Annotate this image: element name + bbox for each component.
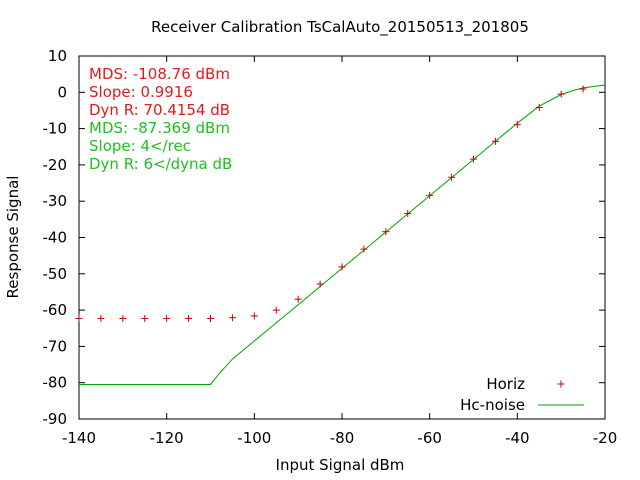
x-tick-label: -80 <box>330 429 355 447</box>
y-tick-label: 0 <box>57 83 67 101</box>
y-axis-label: Response Signal <box>4 176 22 299</box>
data-point-horiz <box>207 314 214 322</box>
data-point-horiz <box>579 85 587 93</box>
data-point-horiz <box>426 191 434 199</box>
chart-title: Receiver Calibration TsCalAuto_20150513_… <box>151 18 529 37</box>
data-point-horiz <box>75 314 83 322</box>
legend: Horiz Hc-noise <box>460 375 584 414</box>
legend-label-hc-noise: Hc-noise <box>460 396 525 414</box>
series-layer <box>75 84 606 385</box>
data-point-horiz <box>513 121 521 129</box>
x-tick-label: -40 <box>505 429 530 447</box>
y-tick-label: -70 <box>43 337 68 355</box>
x-tick-label: -120 <box>150 429 184 447</box>
data-point-horiz <box>535 104 543 112</box>
y-tick-label: -80 <box>43 374 68 392</box>
y-tick-label: -60 <box>43 301 68 319</box>
data-point-horiz <box>470 155 477 163</box>
x-axis-label: Input Signal dBm <box>276 456 405 474</box>
y-tick-label: -10 <box>43 120 68 138</box>
y-tick-label: -30 <box>43 192 68 210</box>
data-point-horiz <box>448 173 456 181</box>
x-tick-label: -100 <box>237 429 271 447</box>
data-point-horiz <box>141 314 149 322</box>
data-point-horiz <box>163 314 171 322</box>
series-line-hc-noise <box>79 84 606 385</box>
data-point-horiz <box>316 280 324 288</box>
data-point-horiz <box>404 210 412 218</box>
data-point-horiz <box>250 312 258 320</box>
data-point-horiz <box>294 295 302 303</box>
data-point-horiz <box>272 306 280 314</box>
data-point-horiz <box>97 314 105 322</box>
y-tick-label: -90 <box>43 410 68 428</box>
legend-label-horiz: Horiz <box>486 375 525 393</box>
data-point-horiz <box>382 228 390 236</box>
data-point-horiz <box>228 314 236 322</box>
data-point-horiz <box>360 245 368 253</box>
y-tick-label: 10 <box>48 47 67 65</box>
data-point-horiz <box>119 314 127 322</box>
annotation-text: Slope: 0.9916 <box>89 83 193 101</box>
x-tick-label: -20 <box>593 429 618 447</box>
legend-marker-horiz <box>557 380 565 388</box>
data-point-horiz <box>338 263 346 271</box>
data-point-horiz <box>185 314 193 322</box>
x-tick-label: -140 <box>62 429 96 447</box>
annotation-text: Dyn R: 70.4154 dB <box>89 101 230 119</box>
axis-ticks: -140 -120 -100 -80 -60 -40 -20 10 0 -10 -20 -30 -40 -… <box>43 47 618 447</box>
data-point-horiz <box>491 137 499 145</box>
y-tick-label: -40 <box>43 229 68 247</box>
annotation-text: Slope: 4</rec <box>89 137 191 155</box>
annotation-text: MDS: -87.369 dBm <box>89 119 230 137</box>
annotation-text: Dyn R: 6</dyna dB <box>89 155 232 173</box>
data-point-horiz <box>557 90 565 98</box>
y-tick-label: -50 <box>43 265 68 283</box>
annotation-text: MDS: -108.76 dBm <box>89 65 230 83</box>
x-tick-label: -60 <box>417 429 442 447</box>
y-tick-label: -20 <box>43 156 68 174</box>
